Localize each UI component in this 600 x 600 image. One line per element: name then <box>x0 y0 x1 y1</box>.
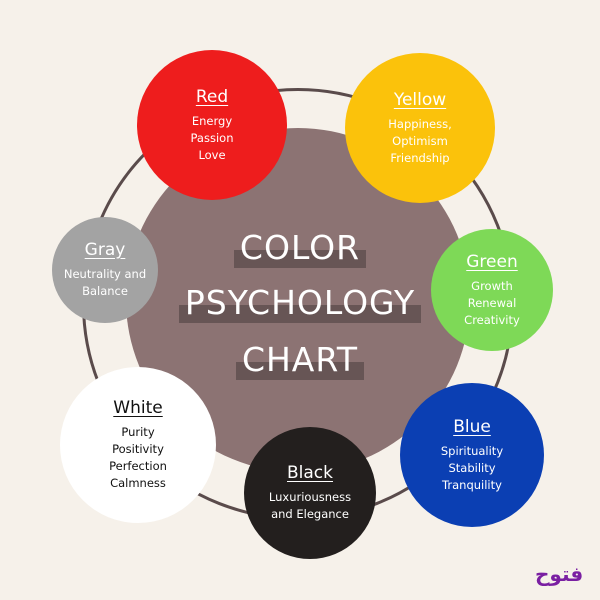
trait: Calmness <box>110 476 166 490</box>
trait: Growth <box>471 278 513 293</box>
color-circle-red: Red Energy Passion Love <box>137 50 287 200</box>
color-circle-gray: Gray Neutrality and Balance <box>52 217 158 323</box>
color-name: Gray <box>84 240 126 260</box>
color-traits: Luxuriousness and Elegance <box>269 489 351 523</box>
trait: Optimism <box>392 133 448 148</box>
trait: Happiness, <box>388 116 452 131</box>
trait: Renewal <box>467 295 517 310</box>
trait: Tranquility <box>442 477 502 492</box>
color-name: Red <box>195 86 229 107</box>
trait: Passion <box>190 130 234 145</box>
color-name: Green <box>466 251 518 272</box>
brand-logo: فتوح <box>535 562 584 586</box>
trait: Love <box>198 147 226 162</box>
trait: Luxuriousness <box>268 490 352 504</box>
trait: Stability <box>448 460 496 475</box>
title-line-3: CHART <box>0 340 600 380</box>
trait: and Elegance <box>271 507 349 521</box>
color-circle-white: White Purity Positivity Perfection Calmness <box>60 367 216 523</box>
trait: Spirituality <box>440 443 504 458</box>
trait: Neutrality and <box>63 267 147 281</box>
title-word: CHART <box>235 340 365 380</box>
color-name: Blue <box>453 416 491 437</box>
color-traits: Purity Positivity Perfection Calmness <box>109 424 167 492</box>
title-word: COLOR <box>233 228 367 268</box>
color-name: White <box>113 398 163 418</box>
title-line-2: PSYCHOLOGY <box>0 283 600 323</box>
color-circle-black: Black Luxuriousness and Elegance <box>244 427 376 559</box>
trait: Balance <box>82 284 128 298</box>
color-name: Yellow <box>393 89 447 110</box>
color-circle-green: Green Growth Renewal Creativity <box>431 229 553 351</box>
color-traits: Happiness, Optimism Friendship <box>388 116 452 167</box>
color-traits: Growth Renewal Creativity <box>464 278 520 329</box>
trait: Creativity <box>464 312 520 327</box>
color-circle-blue: Blue Spirituality Stability Tranquility <box>400 383 544 527</box>
trait: Purity <box>121 425 155 439</box>
color-traits: Spirituality Stability Tranquility <box>441 443 503 494</box>
trait: Friendship <box>390 150 450 165</box>
title-line-1: COLOR <box>0 228 600 268</box>
color-traits: Energy Passion Love <box>191 113 234 164</box>
color-traits: Neutrality and Balance <box>64 266 146 300</box>
color-circle-yellow: Yellow Happiness, Optimism Friendship <box>345 53 495 203</box>
trait: Positivity <box>112 442 164 456</box>
title-word: PSYCHOLOGY <box>178 283 422 323</box>
trait: Energy <box>191 113 233 128</box>
color-name: Black <box>287 463 333 483</box>
trait: Perfection <box>109 459 167 473</box>
